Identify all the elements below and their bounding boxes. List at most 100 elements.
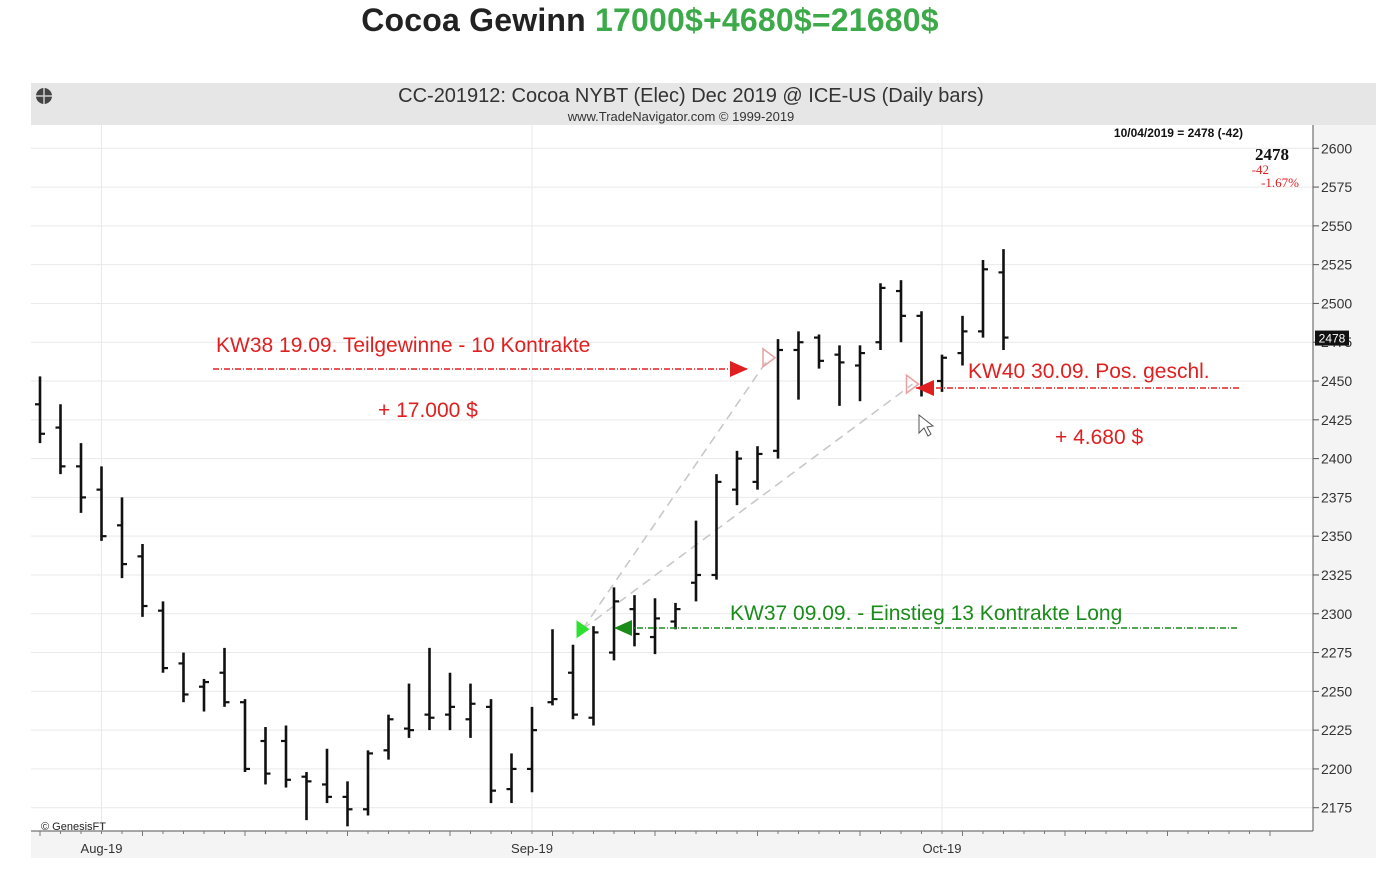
ohlc-bar: [404, 683, 414, 738]
ohlc-bar: [793, 331, 804, 400]
annotation-kw40-profit: + 4.680 $: [1055, 426, 1143, 449]
ohlc-bar: [773, 339, 783, 459]
ohlc-bar: [301, 772, 312, 821]
trade-connector: [582, 383, 913, 630]
price-chart: CC-201912: Cocoa NYBT (Elec) Dec 2019 @ …: [31, 83, 1376, 856]
ohlc-bar: [896, 280, 906, 343]
ohlc-bar: [322, 748, 332, 804]
ohlc-bar: [609, 587, 619, 661]
ohlc-bar: [568, 644, 578, 720]
ohlc-bar: [814, 334, 824, 369]
ohlc-bar: [76, 443, 86, 513]
price-change: -42: [1252, 162, 1269, 177]
y-tick-label: 2400: [1321, 451, 1352, 467]
ohlc-bar: [137, 543, 148, 617]
last-price-tag: 2478: [1315, 330, 1349, 346]
ohlc-bar: [445, 672, 455, 731]
y-tick-label: 2200: [1321, 761, 1352, 777]
entry-marker: [576, 620, 590, 639]
annotation-kw40: KW40 30.09. Pos. geschl.: [968, 360, 1210, 383]
ohlc-bar: [875, 283, 886, 350]
y-tick-label: 2250: [1321, 683, 1352, 699]
ohlc-bar: [178, 652, 189, 703]
price-readout: 10/04/2019 = 2478 (-42): [1114, 126, 1243, 140]
exit-marker: [905, 373, 920, 395]
annotation-kw38: KW38 19.09. Teilgewinne - 10 Kontrakte: [216, 334, 590, 357]
exit-marker: [762, 347, 777, 369]
y-tick-label: 2275: [1321, 645, 1352, 661]
y-tick-label: 2550: [1321, 218, 1352, 234]
ohlc-bar: [281, 725, 291, 788]
ohlc-bar: [199, 678, 209, 712]
chart-title: CC-201912: Cocoa NYBT (Elec) Dec 2019 @ …: [398, 85, 984, 107]
ohlc-bar: [486, 699, 496, 804]
y-tick-label: 2425: [1321, 412, 1352, 428]
ohlc-bar: [96, 466, 107, 541]
chart-header-band: [31, 83, 1376, 125]
y-tick-label: 2225: [1321, 722, 1352, 738]
annotation-kw37: KW37 09.09. - Einstieg 13 Kontrakte Long: [730, 602, 1122, 625]
ohlc-bar: [588, 626, 599, 726]
trade-connectors: [581, 357, 913, 630]
y-tick-label: 2525: [1321, 257, 1352, 273]
ohlc-bar: [957, 315, 968, 366]
ohlc-bar: [978, 259, 988, 338]
ohlc-bar: [547, 629, 558, 706]
ohlc-bar: [342, 781, 353, 827]
plot-area: [31, 125, 1313, 831]
headline: Cocoa Gewinn 17000$+4680$=21680$: [0, 2, 1300, 39]
ohlc-bar: [383, 714, 394, 760]
y-tick-label: 2325: [1321, 567, 1352, 583]
chart-frame: CC-201912: Cocoa NYBT (Elec) Dec 2019 @ …: [31, 83, 1376, 858]
x-tick-label: Sep-19: [511, 841, 553, 856]
y-axis: 2600257525502525250024752450242524002375…: [1312, 125, 1352, 831]
ohlc-bar: [260, 727, 271, 785]
y-tick-label: 2300: [1321, 606, 1352, 622]
y-tick-label: 2175: [1321, 800, 1352, 816]
x-tick-label: Oct-19: [922, 841, 961, 856]
ohlc-bar: [465, 683, 476, 738]
ohlc-bar: [506, 753, 517, 804]
ohlc-bar: [117, 497, 127, 579]
y-tick-label: 2375: [1321, 489, 1352, 505]
y-tick-label: 2575: [1321, 179, 1352, 195]
ohlc-bar: [670, 602, 681, 630]
ohlc-bar: [834, 345, 845, 406]
ohlc-bars: [35, 249, 1009, 827]
ohlc-bar: [998, 249, 1009, 350]
y-tick-label: 2450: [1321, 373, 1352, 389]
ohlc-bar: [55, 404, 66, 475]
last-price-tag-label: 2478: [1319, 332, 1346, 346]
y-tick-label: 2350: [1321, 528, 1352, 544]
ohlc-bar: [855, 345, 865, 402]
ohlc-bar: [629, 595, 640, 647]
ohlc-bar: [240, 699, 250, 773]
annotation-arrows: [213, 361, 1239, 636]
globe-icon[interactable]: [36, 88, 52, 104]
kw38-arrow: [213, 361, 748, 377]
ohlc-bar: [219, 647, 230, 707]
x-tick-label: Aug-19: [81, 841, 123, 856]
ohlc-bar: [35, 376, 45, 444]
ohlc-bar: [158, 601, 168, 673]
annotation-kw38-profit: + 17.000 $: [378, 399, 478, 422]
trade-markers: [576, 347, 920, 639]
y-tick-label: 2600: [1321, 140, 1352, 156]
ohlc-bar: [363, 750, 373, 816]
chart-subtitle: www.TradeNavigator.com © 1999-2019: [567, 109, 795, 124]
trade-connector: [581, 357, 770, 630]
ohlc-bar: [732, 450, 742, 506]
ohlc-bar: [752, 446, 763, 490]
headline-profit: 17000$+4680$=21680$: [595, 2, 939, 38]
ohlc-bar: [711, 474, 722, 580]
mouse-cursor-icon: [918, 413, 935, 437]
ohlc-bar: [424, 647, 435, 731]
watermark: © GenesisFT: [41, 821, 106, 833]
kw40-arrow: [916, 380, 1239, 396]
ohlc-bar: [650, 598, 660, 655]
last-price: 2478: [1255, 145, 1289, 164]
price-change-percent: -1.67%: [1261, 175, 1299, 190]
kw37-arrow: [614, 620, 1237, 636]
ohlc-bar: [691, 520, 701, 602]
x-axis: Aug-19 Sep-19 Oct-19: [31, 830, 1313, 856]
